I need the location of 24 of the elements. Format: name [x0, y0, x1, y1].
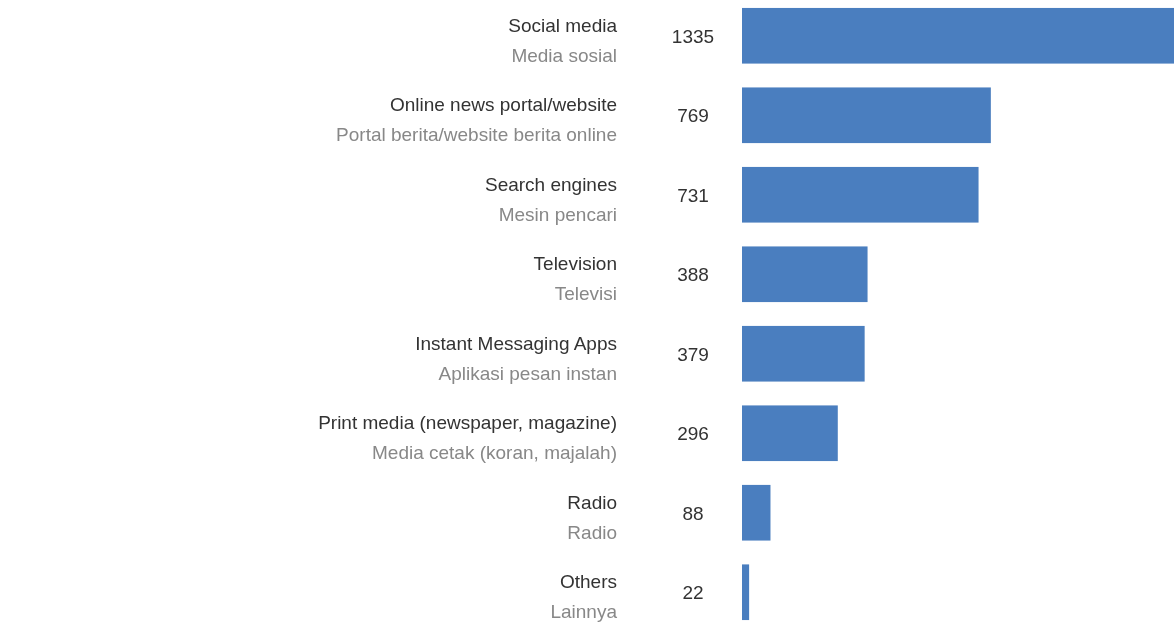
data-label: 88 — [682, 502, 704, 524]
bar — [742, 7, 1174, 64]
data-label: 1335 — [671, 25, 715, 47]
y-tick-label: Others Lainnya — [550, 571, 618, 623]
y-tick-label: Social media Media sosial — [508, 14, 618, 66]
y-tick-label: Search engines Mesin pencari — [484, 173, 617, 225]
data-label: 388 — [677, 264, 709, 286]
bar — [742, 484, 771, 541]
bar — [742, 246, 868, 303]
data-label: 769 — [677, 105, 709, 127]
y-tick-label: Print media (newspaper, magazine) Media cetak (koran, majalah) — [318, 412, 617, 464]
bar — [742, 405, 838, 462]
data-label: 379 — [677, 343, 709, 365]
bar — [742, 564, 750, 621]
y-tick-label: Radio Radio — [567, 491, 617, 543]
bar — [742, 325, 865, 382]
data-label: 22 — [682, 582, 704, 604]
data-label: 731 — [677, 184, 709, 206]
bar — [742, 87, 991, 144]
bar — [742, 166, 979, 223]
y-tick-label: Instant Messaging Apps Aplikasi pesan instan — [415, 332, 617, 384]
data-label: 296 — [677, 423, 709, 445]
y-tick-label: Television Televisi — [533, 253, 617, 305]
y-tick-label: Online news portal/website Portal berita/website berita online — [336, 94, 617, 146]
